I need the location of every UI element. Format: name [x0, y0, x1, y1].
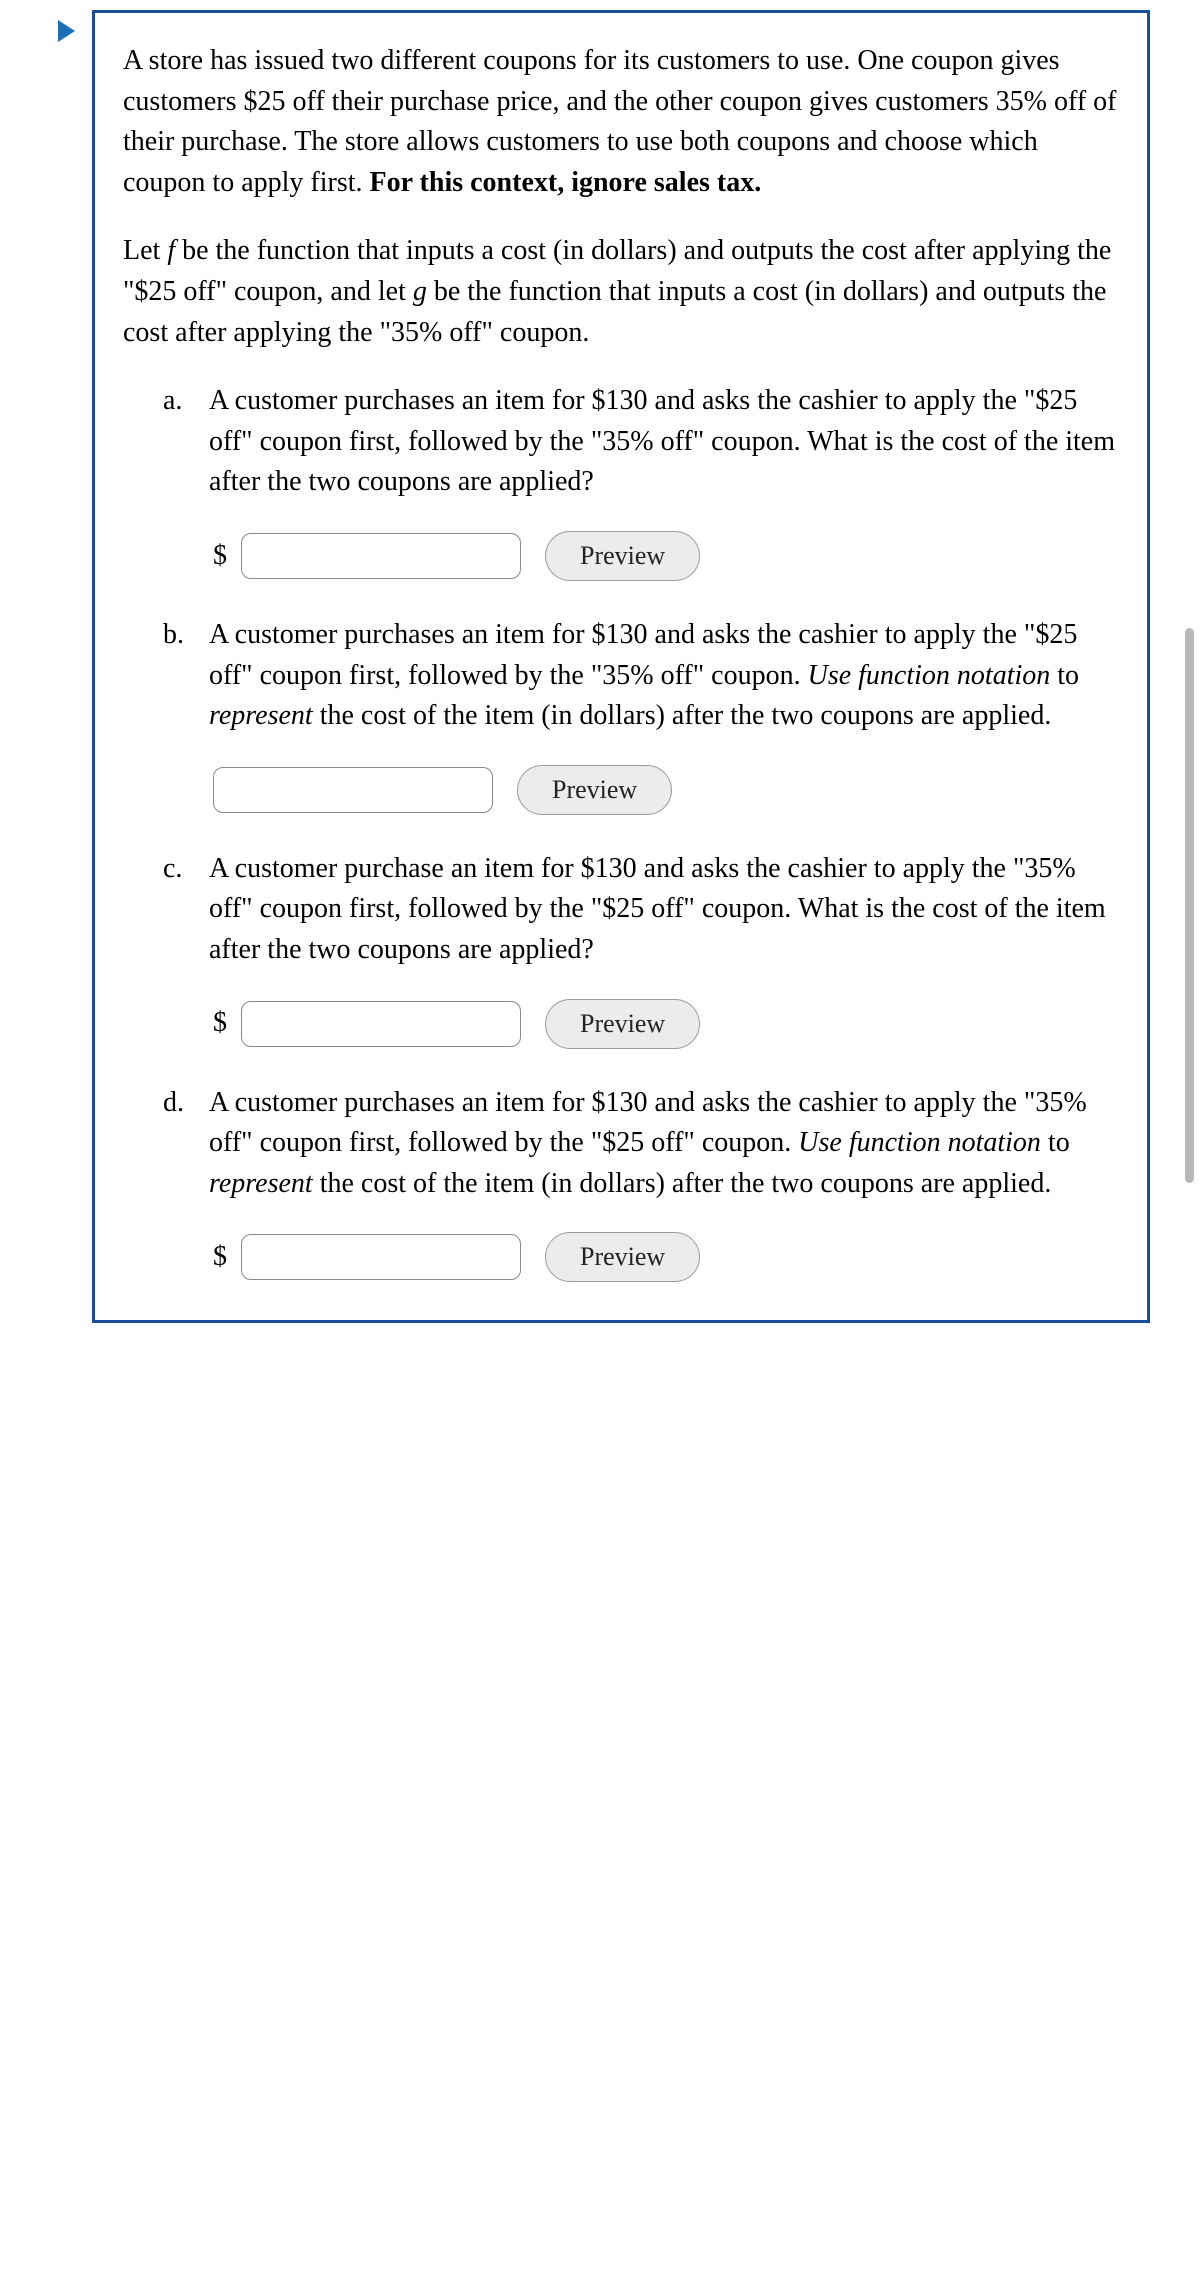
dollar-prefix-c: $: [213, 1003, 227, 1044]
preview-button-a[interactable]: Preview: [545, 531, 700, 581]
answer-input-a[interactable]: [241, 533, 521, 579]
question-a: a. A customer purchases an item for $130…: [163, 381, 1119, 581]
answer-row-a: $ Preview: [209, 531, 1119, 581]
dollar-prefix-a: $: [213, 536, 227, 577]
question-c: c. A customer purchase an item for $130 …: [163, 849, 1119, 1049]
marker-c: c.: [163, 849, 182, 890]
question-d: d. A customer purchases an item for $130…: [163, 1083, 1119, 1283]
marker-a: a.: [163, 381, 182, 422]
intro-bold: For this context, ignore sales tax.: [370, 167, 762, 198]
answer-row-c: $ Preview: [209, 999, 1119, 1049]
preview-button-c[interactable]: Preview: [545, 999, 700, 1049]
preview-button-b[interactable]: Preview: [517, 765, 672, 815]
question-b: b. A customer purchases an item for $130…: [163, 615, 1119, 815]
question-b-text: A customer purchases an item for $130 an…: [209, 619, 1079, 731]
g-variable: g: [413, 276, 427, 307]
question-a-text: A customer purchases an item for $130 an…: [209, 385, 1115, 497]
question-d-text: A customer purchases an item for $130 an…: [209, 1087, 1087, 1199]
answer-row-d: $ Preview: [209, 1232, 1119, 1282]
problem-intro: A store has issued two different coupons…: [123, 41, 1119, 203]
f-variable: f: [167, 235, 175, 266]
marker-d: d.: [163, 1083, 184, 1124]
preview-button-d[interactable]: Preview: [545, 1232, 700, 1282]
question-panel: A store has issued two different coupons…: [92, 10, 1150, 1323]
answer-input-b[interactable]: [213, 767, 493, 813]
answer-input-d[interactable]: [241, 1234, 521, 1280]
dollar-prefix-d: $: [213, 1237, 227, 1278]
function-definitions: Let f be the function that inputs a cost…: [123, 231, 1119, 353]
answer-row-b: Preview: [209, 765, 1119, 815]
question-c-text: A customer purchase an item for $130 and…: [209, 853, 1106, 965]
scrollbar-thumb[interactable]: [1185, 628, 1194, 1183]
answer-input-c[interactable]: [241, 1001, 521, 1047]
marker-b: b.: [163, 615, 184, 656]
expand-arrow-icon[interactable]: [55, 18, 77, 44]
